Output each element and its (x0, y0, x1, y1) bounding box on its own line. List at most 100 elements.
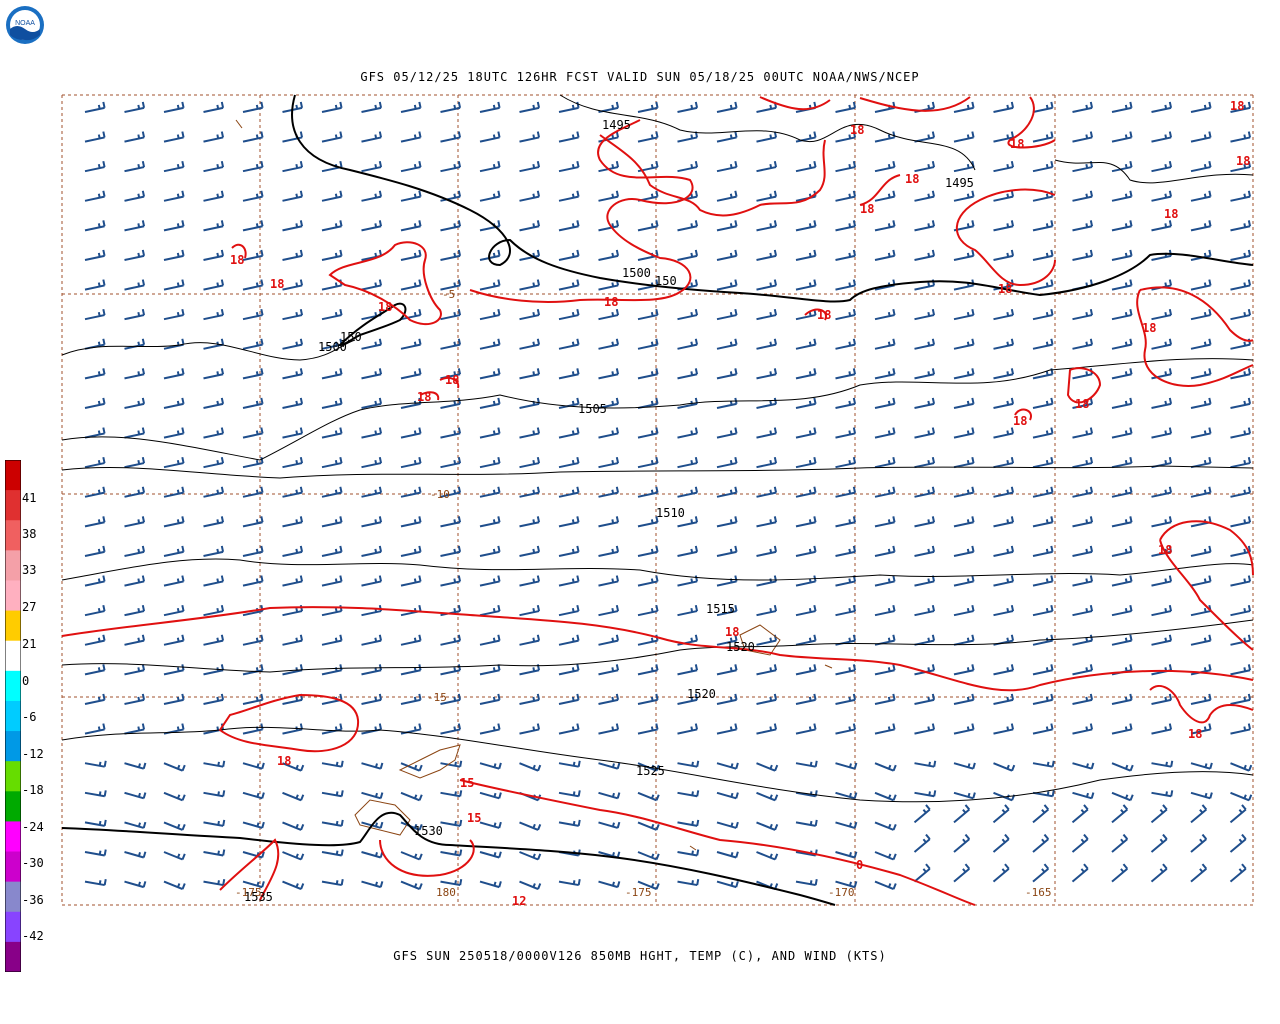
wind-barb (163, 693, 185, 705)
wind-barb (400, 368, 422, 380)
wind-barb (993, 101, 1015, 113)
wind-barb (1230, 604, 1252, 617)
wind-barb (835, 338, 857, 350)
land-outlines (235, 119, 833, 851)
wind-barb (242, 131, 264, 143)
wind-barb (1230, 486, 1252, 498)
wind-barb (637, 101, 659, 113)
wind-barb (558, 604, 580, 617)
wind-barb (203, 486, 225, 498)
wind-barb (400, 131, 422, 143)
wind-barb (1072, 575, 1094, 587)
wind-barb (1111, 634, 1133, 646)
wind-barb (1111, 131, 1133, 143)
wind-barb (242, 101, 264, 113)
wind-barb (1150, 833, 1168, 853)
wind-barb (993, 220, 1015, 232)
wind-barb (677, 575, 699, 587)
colorbar-swatch (5, 731, 21, 762)
wind-barb (716, 368, 738, 380)
wind-barb (677, 723, 699, 735)
wind-barb (677, 819, 700, 827)
wind-barb (321, 308, 343, 321)
wind-barb (321, 131, 343, 143)
wind-barb (1229, 863, 1247, 883)
wind-barb (1190, 833, 1208, 853)
wind-barb (400, 190, 422, 202)
colorbar-swatch (5, 490, 21, 521)
wind-barb (519, 762, 542, 772)
wind-barb (1111, 101, 1133, 113)
wind-barb (993, 456, 1015, 469)
wind-barb (1072, 397, 1094, 409)
wind-barb (1190, 338, 1212, 350)
wind-barb (558, 308, 580, 321)
wind-barb (558, 338, 580, 350)
temp-label: 18 (1236, 154, 1250, 168)
wind-barb (598, 693, 620, 705)
wind-barb (677, 427, 699, 439)
wind-barb (203, 101, 225, 113)
wind-barb (282, 762, 305, 772)
wind-barb (400, 516, 422, 528)
wind-barb (716, 397, 738, 409)
wind-barb (1072, 693, 1094, 705)
wind-barb (598, 486, 620, 498)
colorbar-swatch (5, 941, 21, 972)
wind-barb (242, 664, 264, 676)
wind-barb (716, 220, 738, 232)
colorbar-label: -42 (22, 929, 44, 943)
wind-barb (1190, 723, 1212, 735)
wind-barb (874, 821, 897, 831)
wind-barb (835, 397, 857, 409)
colorbar-label: -6 (22, 710, 37, 724)
wind-barb (716, 821, 739, 829)
wind-barb (993, 160, 1015, 173)
wind-barb (716, 308, 738, 321)
wind-barb (835, 821, 858, 829)
wind-barb (440, 220, 462, 232)
wind-barb (756, 131, 778, 143)
wind-barb (84, 160, 106, 173)
wind-barb (242, 575, 264, 587)
wind-barb (124, 397, 146, 409)
wind-barb (400, 575, 422, 587)
wind-barb (677, 604, 699, 617)
wind-barb (756, 821, 779, 831)
wind-barb (795, 516, 817, 528)
wind-barb (756, 604, 778, 617)
wind-barb (756, 723, 778, 735)
colorbar-label: 33 (22, 563, 37, 577)
wind-barb (1111, 456, 1133, 469)
height-label: 1520 (687, 687, 716, 701)
wind-barb (282, 634, 304, 646)
wind-barb (163, 634, 185, 646)
wind-barb (242, 279, 264, 291)
wind-barb (1111, 220, 1133, 232)
wind-barb (124, 516, 146, 528)
wind-barb (361, 575, 383, 587)
wind-barb (1190, 101, 1212, 113)
wind-barb (1190, 791, 1213, 800)
wind-barb (163, 851, 186, 861)
wind-barb (598, 338, 620, 350)
wind-barb (795, 664, 817, 676)
wind-barb (756, 693, 778, 705)
wind-barb (993, 190, 1015, 202)
temp-label: 18 (998, 282, 1012, 296)
wind-barb (163, 762, 186, 772)
wind-barb (1151, 190, 1173, 202)
wind-barb (993, 664, 1015, 676)
wind-barb (1151, 634, 1173, 646)
wind-barb (479, 762, 502, 770)
wind-barb (795, 790, 818, 798)
wind-barb (874, 308, 896, 321)
wind-barb (874, 456, 896, 469)
wind-barb (558, 723, 580, 735)
wind-barb (677, 249, 699, 261)
latitude-label: -15 (427, 691, 447, 704)
wind-barb (440, 486, 462, 498)
wind-barb (598, 575, 620, 587)
wind-barb (163, 338, 185, 350)
wind-barb (400, 693, 422, 705)
